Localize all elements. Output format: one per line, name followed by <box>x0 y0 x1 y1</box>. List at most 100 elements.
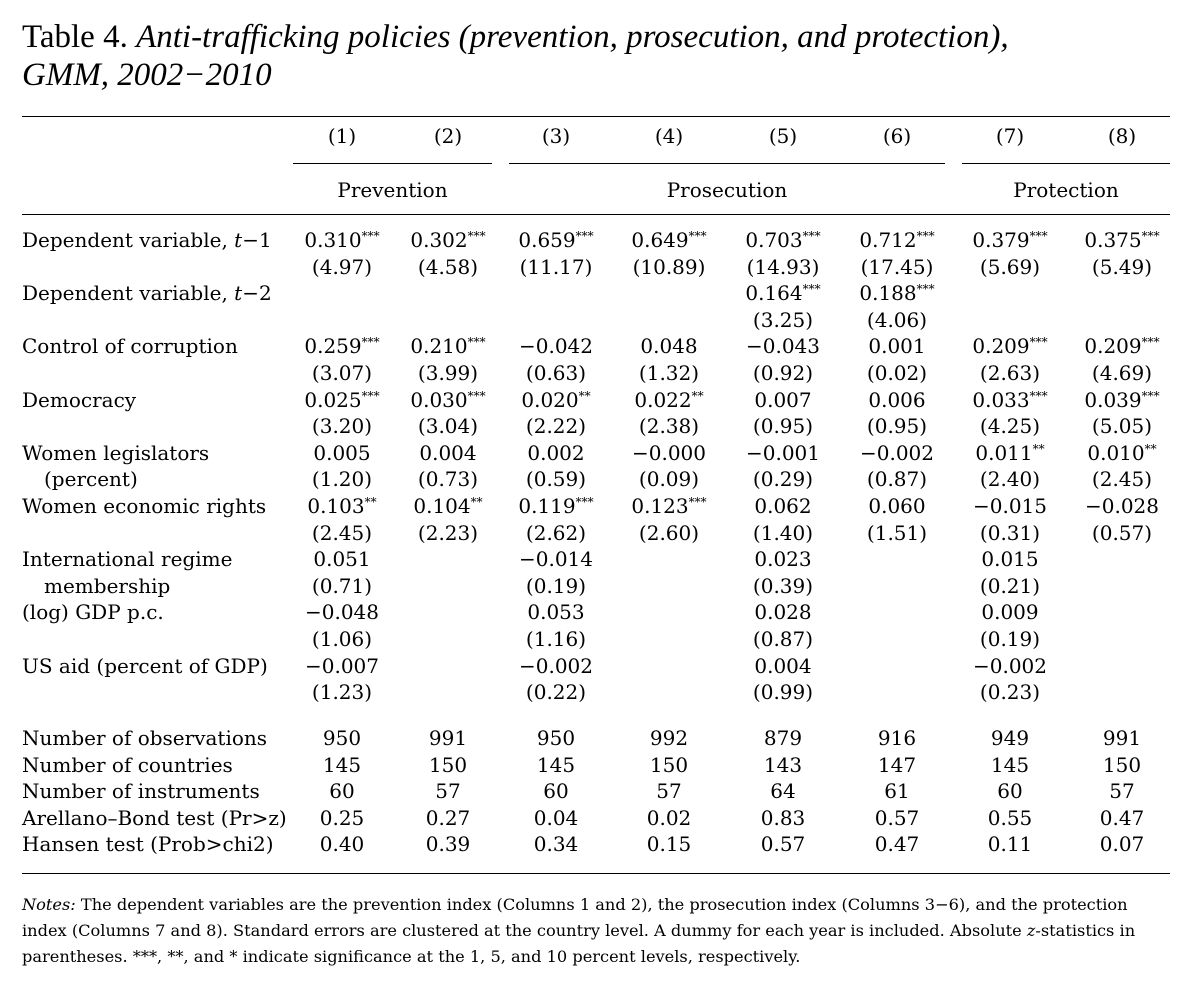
stat-value: 0.39 <box>425 832 471 857</box>
coefficient: 0.210*** <box>410 334 486 359</box>
z-statistic: (2.45) <box>311 520 373 545</box>
z-statistic: (0.31) <box>979 520 1041 545</box>
column-header: (4) <box>654 124 684 148</box>
significance-stars: *** <box>1029 335 1048 350</box>
z-statistic: (0.63) <box>525 361 587 385</box>
stat-value: 950 <box>322 726 362 750</box>
z-statistic: (1.40) <box>752 520 814 545</box>
z-statistic: (2.45) <box>1091 467 1153 492</box>
z-statistic: (2.22) <box>525 414 587 439</box>
z-statistic: (0.22) <box>525 680 587 705</box>
z-statistic: (2.40) <box>979 467 1041 492</box>
coefficient: 0.011** <box>975 440 1045 465</box>
stat-label: Number of observations <box>22 726 268 750</box>
header-rule <box>22 214 1170 215</box>
coefficient: −0.042 <box>518 334 593 359</box>
z-statistic: (14.93) <box>746 254 820 279</box>
coefficient: 0.002 <box>527 440 585 465</box>
coefficient: 0.005 <box>313 440 371 465</box>
row-label: (log) GDP p.c. <box>22 600 164 625</box>
stat-value: 0.07 <box>1099 832 1145 857</box>
significance-stars: *** <box>688 495 707 509</box>
z-statistic: (4.69) <box>1091 361 1153 385</box>
coefficient: 0.209*** <box>972 334 1048 359</box>
z-statistic: (0.87) <box>752 627 814 651</box>
stat-value: 0.55 <box>987 805 1033 830</box>
stat-value: 150 <box>1102 752 1142 777</box>
stat-label: Number of countries <box>22 752 233 777</box>
coefficient: 0.004 <box>754 653 812 678</box>
stat-value: 0.34 <box>533 832 579 857</box>
panel-protection: Protection <box>1013 178 1119 202</box>
coefficient: 0.010** <box>1087 440 1157 465</box>
notes-text-2: -statistics in parentheses. ***, **, and… <box>22 921 1136 966</box>
z-statistic: (0.92) <box>752 361 814 385</box>
stat-value: 0.47 <box>874 832 920 857</box>
coefficient: 0.033*** <box>972 387 1048 412</box>
panel-prevention: Prevention <box>337 178 448 202</box>
coefficient: 0.006 <box>868 387 926 412</box>
z-statistic: (0.23) <box>979 680 1041 705</box>
z-statistic: (2.23) <box>417 520 479 545</box>
z-statistic: (0.71) <box>311 573 373 598</box>
significance-stars: *** <box>361 229 380 243</box>
coefficient: 0.009 <box>981 600 1039 625</box>
stat-value: 60 <box>329 779 355 804</box>
row-label-continued: (percent) <box>44 467 138 492</box>
z-statistic: (0.09) <box>638 467 700 492</box>
coefficient: 0.302*** <box>410 228 486 252</box>
z-statistic: (0.29) <box>752 467 814 492</box>
table-title: Table 4. Anti-trafficking policies (prev… <box>22 18 1172 94</box>
z-statistic: (4.97) <box>311 254 373 279</box>
prosecution-rule <box>509 163 945 164</box>
coefficient: 0.703*** <box>745 228 821 252</box>
table-number: Table 4. <box>22 19 128 55</box>
z-statistic: (0.87) <box>866 467 928 492</box>
column-header: (7) <box>995 124 1025 148</box>
coefficient: 0.310*** <box>304 228 380 252</box>
z-statistic: (0.19) <box>525 573 587 598</box>
column-header: (5) <box>768 124 798 148</box>
coefficient: 0.712*** <box>859 228 935 252</box>
z-statistic: (2.63) <box>979 361 1041 385</box>
z-statistic: (0.59) <box>525 467 587 492</box>
coefficient: −0.001 <box>745 440 820 465</box>
coefficient: 0.053 <box>527 600 585 625</box>
stat-label: Arellano–Bond test (Pr>z) <box>22 805 287 830</box>
coefficient: 0.103** <box>307 494 377 518</box>
row-label: Women economic rights <box>22 494 267 518</box>
significance-stars: *** <box>361 335 380 350</box>
z-statistic: (3.25) <box>752 307 814 332</box>
row-label: Dependent variable, t−2 <box>22 281 272 306</box>
significance-stars: *** <box>575 495 594 509</box>
z-statistic: (0.39) <box>752 573 814 598</box>
z-statistic: (3.04) <box>417 414 479 439</box>
z-statistic: (0.19) <box>979 627 1041 651</box>
column-header: (8) <box>1107 124 1137 148</box>
z-statistic: (1.51) <box>866 520 928 545</box>
stat-value: 0.40 <box>319 832 365 857</box>
coefficient: −0.002 <box>859 440 934 465</box>
coefficient: 0.123*** <box>631 494 707 518</box>
significance-stars: *** <box>575 229 594 243</box>
stat-value: 0.57 <box>760 832 806 857</box>
significance-stars: ** <box>1032 441 1045 456</box>
stat-value: 147 <box>877 752 917 777</box>
stat-value: 992 <box>649 726 689 750</box>
column-header: (3) <box>541 124 571 148</box>
z-statistic: (3.20) <box>311 414 373 439</box>
z-statistic: (1.32) <box>638 361 700 385</box>
stat-value: 0.15 <box>646 832 692 857</box>
coefficient: −0.000 <box>631 440 706 465</box>
row-label-continued: membership <box>44 573 171 598</box>
stat-label: Hansen test (Prob>chi2) <box>22 832 274 857</box>
significance-stars: *** <box>1141 335 1160 350</box>
coefficient: 0.375*** <box>1084 228 1160 252</box>
coefficient: 0.015 <box>981 547 1039 572</box>
stat-value: 150 <box>428 752 468 777</box>
coefficient: 0.188*** <box>859 281 935 306</box>
coefficient: 0.025*** <box>304 387 380 412</box>
stat-value: 61 <box>884 779 910 804</box>
significance-stars: ** <box>364 495 377 509</box>
z-statistic: (1.16) <box>525 627 587 651</box>
